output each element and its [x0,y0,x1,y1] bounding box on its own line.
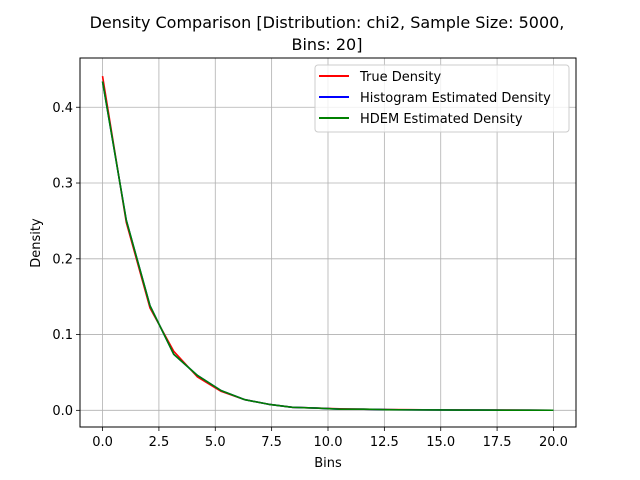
y-axis-label: Density [29,218,44,268]
legend: True Density Histogram Estimated Density… [314,64,570,133]
y-axis-ticks: 0.0 0.1 0.2 0.3 0.4 [52,101,80,419]
chart-title-line-1: Density Comparison [Distribution: chi2, … [90,13,565,32]
x-tick-label: 20.0 [539,435,568,450]
legend-box [314,64,570,133]
series-line-hdem-estimated-density [101,81,554,412]
chart-title-line-2: Bins: 20] [292,35,363,54]
y-tick-label: 0.0 [52,404,73,419]
y-tick-label: 0.2 [52,252,73,267]
x-axis-ticks: 0.0 2.5 5.0 7.5 10.0 12.5 15.0 17.5 20.0 [92,427,568,450]
x-tick-label: 5.0 [205,435,226,450]
legend-label-histogram-estimated-density: Histogram Estimated Density [360,91,551,106]
x-tick-label: 12.5 [370,435,399,450]
x-axis-label: Bins [314,456,342,471]
y-tick-label: 0.4 [52,101,73,116]
y-tick-label: 0.1 [52,328,73,343]
x-tick-label: 7.5 [261,435,282,450]
legend-label-true-density: True Density [359,70,441,85]
x-tick-label: 0.0 [92,435,113,450]
x-tick-label: 10.0 [314,435,343,450]
x-tick-label: 15.0 [426,435,455,450]
x-tick-label: 17.5 [483,435,512,450]
series-lines [101,76,554,412]
legend-label-hdem-estimated-density: HDEM Estimated Density [360,112,523,127]
y-tick-label: 0.3 [52,177,73,192]
x-tick-label: 2.5 [149,435,170,450]
